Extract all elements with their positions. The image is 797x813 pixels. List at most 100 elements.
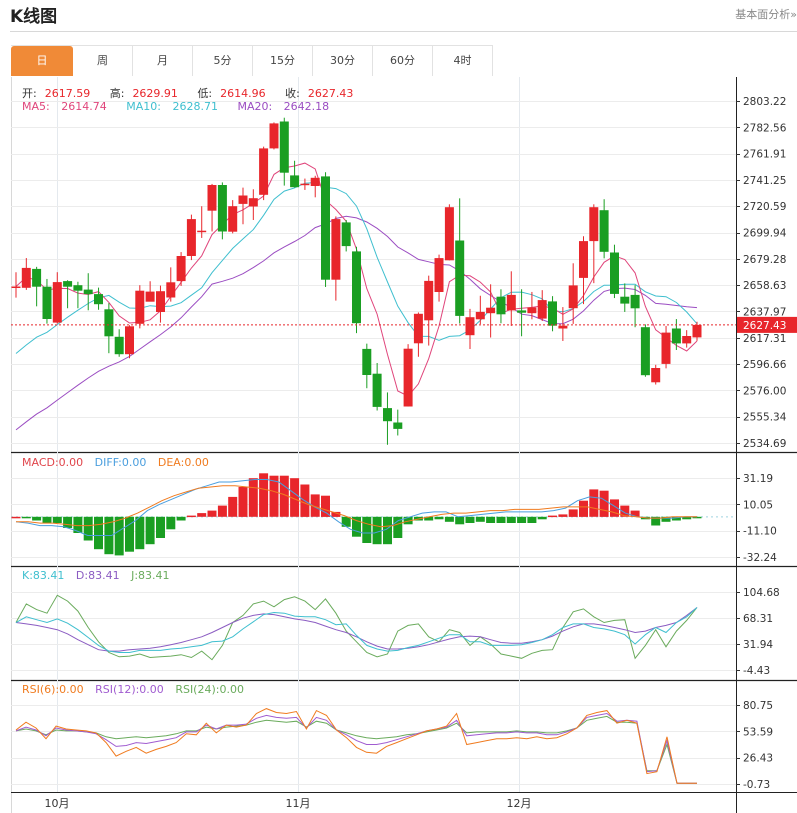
- candle: [372, 363, 382, 411]
- candle: [238, 187, 248, 225]
- svg-text:2720.59: 2720.59: [743, 201, 786, 213]
- candle: [517, 289, 527, 337]
- ma5-value: 2614.74: [61, 100, 107, 113]
- dea-value: DEA:0.00: [157, 456, 209, 469]
- candle: [11, 272, 21, 298]
- candle: [145, 281, 155, 302]
- month-tick-label: 10月: [45, 797, 70, 810]
- candle: [506, 271, 516, 326]
- low-label: 低:: [197, 87, 213, 100]
- candle: [393, 409, 403, 436]
- ohlc-legend: 开: 2617.59 高: 2629.91 低: 2614.96 收: 2627.43: [22, 85, 369, 101]
- rsi24-value: RSI(24):0.00: [175, 683, 244, 696]
- candle: [434, 254, 444, 302]
- svg-text:2741.25: 2741.25: [743, 175, 786, 187]
- candle: [579, 236, 588, 305]
- candle: [671, 319, 681, 351]
- high-value: 2629.91: [132, 87, 178, 100]
- current-price-tag: [737, 316, 797, 333]
- rsi6-value: RSI(6):0.00: [22, 683, 84, 696]
- svg-text:104.68: 104.68: [743, 587, 780, 599]
- candle: [537, 290, 547, 321]
- svg-text:-4.43: -4.43: [743, 665, 770, 677]
- candle: [465, 308, 475, 349]
- candle: [444, 204, 454, 261]
- candle: [341, 219, 351, 252]
- candle: [651, 364, 661, 385]
- svg-text:-32.24: -32.24: [743, 552, 777, 564]
- candle: [362, 343, 372, 389]
- month-tick-label: 11月: [286, 797, 311, 810]
- candle: [269, 122, 279, 150]
- rsi12-value: RSI(12):0.00: [95, 683, 164, 696]
- candle: [383, 392, 392, 445]
- candle: [413, 312, 423, 357]
- tab-day[interactable]: 日: [11, 46, 73, 76]
- svg-text:2596.66: 2596.66: [743, 359, 787, 371]
- candle: [228, 200, 238, 234]
- month-tick-label: 12月: [507, 797, 532, 810]
- svg-text:68.31: 68.31: [743, 613, 773, 625]
- ma10-value: 2628.71: [172, 100, 218, 113]
- candle: [599, 199, 609, 259]
- candle: [558, 307, 568, 341]
- ma20-value: 2642.18: [283, 100, 330, 113]
- svg-text:2658.63: 2658.63: [743, 280, 786, 292]
- candle: [321, 172, 330, 287]
- candle: [568, 263, 578, 324]
- d-value: D:83.41: [75, 569, 120, 582]
- candle: [176, 252, 186, 286]
- tab-week[interactable]: 周: [73, 46, 133, 76]
- candle: [32, 266, 42, 307]
- svg-text:31.19: 31.19: [743, 473, 773, 485]
- rsi-legend: RSI(6):0.00 RSI(12):0.00 RSI(24):0.00: [22, 683, 252, 696]
- candle: [352, 246, 361, 334]
- candle: [42, 278, 52, 324]
- ma-legend: MA5: 2614.74 MA10: 2628.71 MA20: 2642.18: [22, 100, 345, 113]
- svg-text:80.75: 80.75: [743, 700, 773, 712]
- candle: [475, 295, 485, 325]
- candle: [135, 285, 145, 329]
- close-value: 2627.43: [307, 87, 354, 100]
- candle: [73, 281, 83, 309]
- candle: [403, 344, 413, 407]
- candle: [527, 291, 537, 320]
- svg-text:31.94: 31.94: [743, 639, 773, 651]
- candle: [21, 258, 31, 290]
- svg-text:2534.69: 2534.69: [743, 438, 786, 450]
- page-title: K线图: [10, 7, 58, 27]
- ma5-label: MA5:: [22, 100, 50, 113]
- tab-4hour[interactable]: 4时: [433, 46, 493, 76]
- kdj-legend: K:83.41 D:83.41 J:83.41: [22, 569, 178, 582]
- candle: [310, 175, 320, 198]
- candle: [52, 272, 62, 324]
- svg-text:2761.91: 2761.91: [743, 149, 786, 161]
- candle: [290, 160, 300, 188]
- tab-60min[interactable]: 60分: [373, 46, 433, 76]
- tab-30min[interactable]: 30分: [313, 46, 373, 76]
- svg-text:2699.94: 2699.94: [743, 228, 787, 240]
- candle: [682, 330, 692, 348]
- candle: [620, 283, 630, 312]
- high-label: 高:: [109, 87, 125, 100]
- candle: [63, 280, 73, 309]
- svg-text:2576.00: 2576.00: [743, 385, 786, 397]
- svg-text:10.05: 10.05: [743, 499, 773, 511]
- candle: [156, 285, 165, 323]
- svg-text:2555.34: 2555.34: [743, 412, 787, 424]
- candle: [331, 216, 341, 301]
- candle: [114, 329, 124, 357]
- fundamental-analysis-link[interactable]: 基本面分析»: [735, 8, 797, 21]
- ma10-label: MA10:: [126, 100, 161, 113]
- tab-month[interactable]: 月: [133, 46, 193, 76]
- candle: [207, 183, 217, 232]
- svg-text:2617.31: 2617.31: [743, 333, 786, 345]
- tab-15min[interactable]: 15分: [253, 46, 313, 76]
- svg-text:2803.22: 2803.22: [743, 96, 786, 108]
- macd-legend: MACD:0.00 DIFF:0.00 DEA:0.00: [22, 456, 217, 469]
- candle: [166, 267, 176, 302]
- candle: [94, 287, 103, 310]
- tab-5min[interactable]: 5分: [193, 46, 253, 76]
- ma20-label: MA20:: [237, 100, 273, 113]
